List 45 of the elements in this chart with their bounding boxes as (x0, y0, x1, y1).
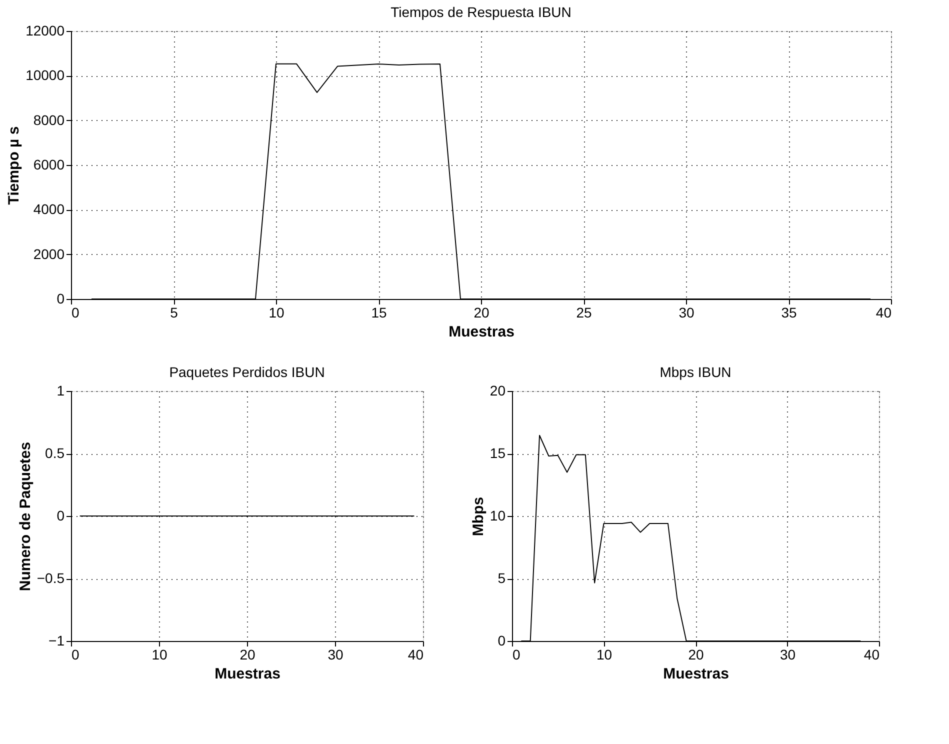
x-tick-label: 5 (170, 304, 178, 320)
x-axis-title: Muestras (214, 666, 280, 682)
y-tick-label: −1 (48, 632, 65, 648)
y-tick-label: 8000 (33, 112, 65, 128)
x-tick-label: 15 (371, 304, 387, 320)
y-tick-label: 6000 (33, 156, 65, 172)
y-tick-label: 4000 (33, 201, 65, 218)
x-tick-label: 40 (876, 304, 892, 320)
x-tick-label: 20 (240, 646, 256, 662)
x-axis-title: Muestras (663, 666, 729, 682)
x-tick-label: 0 (72, 646, 80, 662)
chart-title: Tiempos de Respuesta IBUN (390, 4, 572, 20)
x-tick-label: 40 (864, 646, 880, 662)
x-tick-label: 0 (72, 304, 80, 320)
x-tick-label: 30 (780, 646, 796, 662)
y-tick-label: 0 (56, 508, 65, 524)
y-tick-label: 2000 (33, 246, 65, 262)
x-tick-label: 0 (512, 646, 520, 662)
x-tick-label: 35 (781, 304, 797, 320)
y-tick-label: 0 (498, 632, 506, 648)
y-axis-title: Mbps (470, 496, 487, 536)
x-tick-label: 10 (596, 646, 612, 662)
x-tick-label: 40 (408, 646, 424, 662)
y-tick-label: 10000 (26, 67, 65, 84)
chart-title: Paquetes Perdidos IBUN (169, 364, 325, 380)
x-tick-label: 30 (678, 304, 694, 320)
x-tick-label: 20 (688, 646, 704, 662)
y-axis-title: Numero de Paquetes (16, 442, 34, 592)
y-tick-label: 0 (56, 290, 65, 306)
y-tick-label: 0.5 (45, 445, 65, 461)
x-tick-label: 10 (268, 304, 284, 320)
y-tick-label: 5 (498, 570, 506, 586)
x-tick-label: 20 (474, 304, 490, 320)
y-tick-label: 10 (490, 508, 506, 524)
x-axis-title: Muestras (448, 324, 514, 340)
y-tick-label: 15 (490, 445, 506, 461)
y-tick-label: 1 (56, 382, 65, 398)
x-tick-label: 10 (152, 646, 168, 662)
y-tick-label: 20 (490, 382, 506, 398)
x-tick-label: 30 (328, 646, 344, 662)
y-axis-title: Tiempo µ s (6, 126, 23, 205)
y-tick-label: −0.5 (36, 570, 65, 586)
y-tick-label: 12000 (26, 22, 65, 38)
x-tick-label: 25 (576, 304, 592, 320)
chart-title: Mbps IBUN (660, 364, 732, 380)
